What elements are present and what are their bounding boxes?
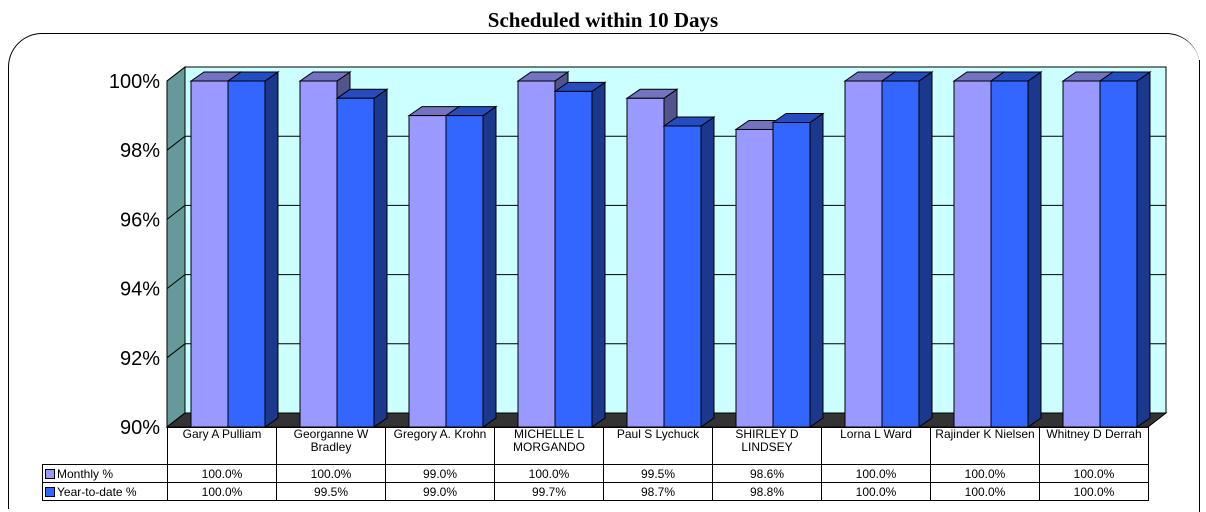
category-label: Rajinder K Nielsen	[931, 428, 1040, 465]
data-label: 100.0%	[822, 465, 931, 483]
data-label: 98.8%	[713, 483, 822, 501]
bar-side	[374, 89, 387, 427]
table-corner	[43, 428, 168, 465]
data-label: 100.0%	[277, 465, 386, 483]
category-label: Paul S Lychuck	[604, 428, 713, 465]
bar	[954, 81, 991, 427]
bar	[337, 98, 374, 427]
legend-entry: Year-to-date %	[43, 483, 168, 501]
series-name: Year-to-date %	[57, 485, 137, 499]
bar	[300, 81, 337, 427]
data-label: 100.0%	[1040, 465, 1149, 483]
category-label: SHIRLEY D LINDSEY	[713, 428, 822, 465]
data-label: 100.0%	[168, 465, 277, 483]
legend-swatch	[45, 469, 55, 479]
data-label: 98.6%	[713, 465, 822, 483]
y-tick-label: 98%	[120, 140, 160, 162]
data-label: 100.0%	[495, 465, 604, 483]
bar-side	[1137, 72, 1150, 427]
bar	[991, 81, 1028, 427]
table-row: Monthly % 100.0% 100.0% 99.0% 100.0% 99.5% 98.…	[43, 465, 1149, 483]
table-row: Year-to-date % 100.0% 99.5% 99.0% 99.7% 98.7%…	[43, 483, 1149, 501]
bar	[882, 81, 919, 427]
bar	[191, 81, 228, 427]
data-label: 100.0%	[931, 465, 1040, 483]
data-label: 99.0%	[386, 465, 495, 483]
bar-side	[265, 72, 278, 427]
data-label: 100.0%	[822, 483, 931, 501]
series-name: Monthly %	[57, 467, 113, 481]
bar	[446, 116, 483, 427]
bar	[228, 81, 265, 427]
bar	[555, 91, 592, 427]
y-tick-label: 96%	[120, 209, 160, 231]
bar	[409, 116, 446, 427]
bar	[1063, 81, 1100, 427]
data-table: Gary A Pulliam Georganne W Bradley Gregory…	[42, 427, 1149, 501]
bar-side	[919, 72, 932, 427]
category-label: Gary A Pulliam	[168, 428, 277, 465]
bar	[1100, 81, 1137, 427]
data-label: 98.7%	[604, 483, 713, 501]
category-label: Gregory A. Krohn	[386, 428, 495, 465]
bar	[736, 129, 773, 427]
category-label: Lorna L Ward	[822, 428, 931, 465]
data-label: 100.0%	[931, 483, 1040, 501]
bar-side	[483, 107, 496, 427]
legend-entry: Monthly %	[43, 465, 168, 483]
bar-side	[810, 114, 823, 427]
bar	[627, 98, 664, 427]
bar-side	[592, 82, 605, 427]
bar-side	[701, 117, 714, 427]
bar	[664, 126, 701, 427]
legend-swatch	[45, 487, 55, 497]
data-label: 100.0%	[168, 483, 277, 501]
data-label: 99.5%	[604, 465, 713, 483]
bar	[773, 123, 810, 427]
category-label: Georganne W Bradley	[277, 428, 386, 465]
y-tick-label: 94%	[120, 279, 160, 301]
bar	[518, 81, 555, 427]
bar-side	[1028, 72, 1041, 427]
category-label: Whitney D Derrah	[1040, 428, 1149, 465]
data-label: 99.7%	[495, 483, 604, 501]
data-label: 99.5%	[277, 483, 386, 501]
plot-side-wall	[167, 67, 185, 427]
bar	[845, 81, 882, 427]
y-tick-label: 100%	[109, 71, 160, 93]
y-tick-label: 92%	[120, 348, 160, 370]
category-label: MICHELLE L MORGANDO	[495, 428, 604, 465]
data-label: 100.0%	[1040, 483, 1149, 501]
data-label: 99.0%	[386, 483, 495, 501]
